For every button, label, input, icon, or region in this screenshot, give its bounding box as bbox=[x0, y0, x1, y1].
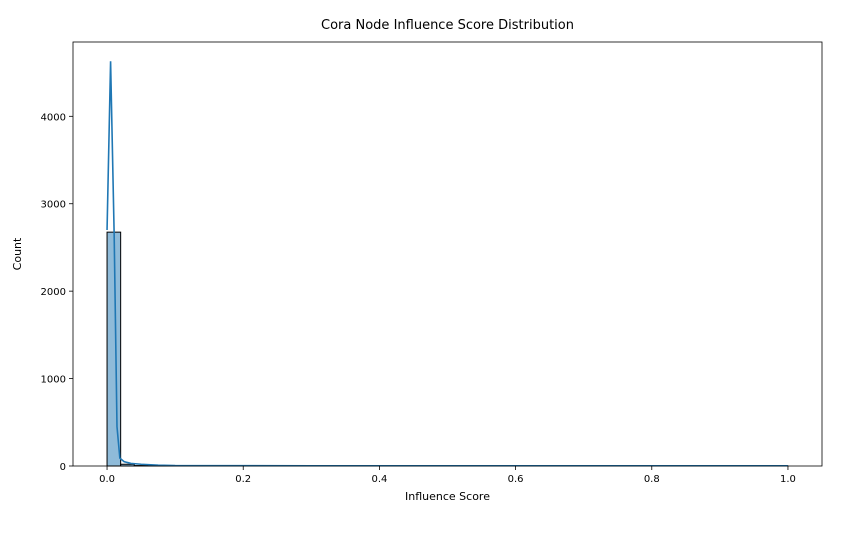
y-tick-label: 2000 bbox=[41, 287, 66, 298]
x-axis-label: Influence Score bbox=[405, 490, 490, 503]
y-tick-label: 3000 bbox=[41, 200, 66, 211]
y-axis-label: Count bbox=[11, 237, 24, 270]
x-tick-label: 1.0 bbox=[780, 474, 796, 485]
x-tick-label: 0.6 bbox=[508, 474, 524, 485]
plot-frame bbox=[72, 41, 823, 467]
y-tick-label: 4000 bbox=[41, 112, 66, 123]
x-tick-label: 0.4 bbox=[371, 474, 387, 485]
axes bbox=[72, 41, 823, 467]
x-tick-label: 0.0 bbox=[99, 474, 115, 485]
ticks: 0.0 0.2 0.4 0.6 0.8 1.0 0 1000 2000 3000 4000 bbox=[41, 112, 796, 485]
x-tick-label: 0.8 bbox=[644, 474, 660, 485]
chart-title: Cora Node Influence Score Distribution bbox=[321, 18, 574, 33]
x-tick-label: 0.2 bbox=[235, 474, 251, 485]
y-tick-label: 1000 bbox=[41, 375, 66, 386]
y-tick-label: 0 bbox=[60, 462, 66, 473]
